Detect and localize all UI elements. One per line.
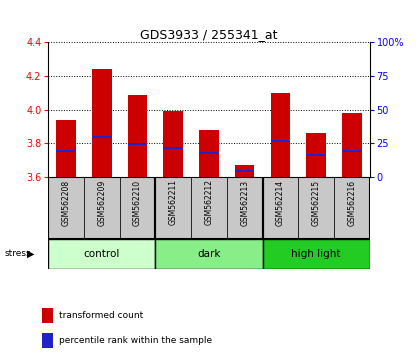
Bar	[56, 120, 76, 177]
Text: GSM562214: GSM562214	[276, 179, 285, 225]
Bar	[48, 239, 155, 269]
Text: high light: high light	[291, 249, 341, 259]
Bar	[163, 147, 183, 149]
Text: GSM562210: GSM562210	[133, 179, 142, 225]
Text: control: control	[84, 249, 120, 259]
Text: GSM562212: GSM562212	[205, 179, 213, 225]
Bar	[48, 177, 155, 239]
Bar	[191, 177, 227, 239]
Bar	[155, 177, 191, 239]
Bar	[262, 177, 370, 239]
Bar	[163, 112, 183, 177]
Bar	[42, 333, 53, 348]
Bar	[342, 113, 362, 177]
Text: GSM562215: GSM562215	[312, 179, 320, 225]
Bar	[334, 177, 370, 239]
Bar	[199, 130, 219, 177]
Bar	[92, 136, 112, 138]
Bar	[262, 177, 298, 239]
Text: GSM562213: GSM562213	[240, 179, 249, 225]
Bar	[235, 170, 255, 172]
Bar	[92, 69, 112, 177]
Bar	[342, 150, 362, 152]
Title: GDS3933 / 255341_at: GDS3933 / 255341_at	[140, 28, 278, 41]
Text: GSM562216: GSM562216	[347, 179, 356, 225]
Bar	[48, 177, 84, 239]
Bar	[84, 177, 120, 239]
Text: GSM562211: GSM562211	[169, 179, 178, 225]
Bar	[306, 133, 326, 177]
Text: stress: stress	[4, 250, 31, 258]
Text: percentile rank within the sample: percentile rank within the sample	[59, 336, 212, 345]
Text: ▶: ▶	[27, 249, 35, 259]
Bar	[155, 177, 262, 239]
Bar	[235, 165, 255, 177]
Bar	[56, 150, 76, 152]
Text: transformed count: transformed count	[59, 311, 143, 320]
Text: GSM562208: GSM562208	[62, 179, 71, 225]
Bar	[128, 143, 147, 145]
Bar	[155, 239, 262, 269]
Text: GSM562209: GSM562209	[97, 179, 106, 226]
Bar	[128, 95, 147, 177]
Bar	[199, 152, 219, 154]
Bar	[42, 308, 53, 323]
Bar	[227, 177, 262, 239]
Bar	[120, 177, 155, 239]
Text: dark: dark	[197, 249, 220, 259]
Bar	[298, 177, 334, 239]
Bar	[270, 140, 290, 142]
Bar	[262, 239, 370, 269]
Bar	[306, 154, 326, 156]
Bar	[270, 93, 290, 177]
